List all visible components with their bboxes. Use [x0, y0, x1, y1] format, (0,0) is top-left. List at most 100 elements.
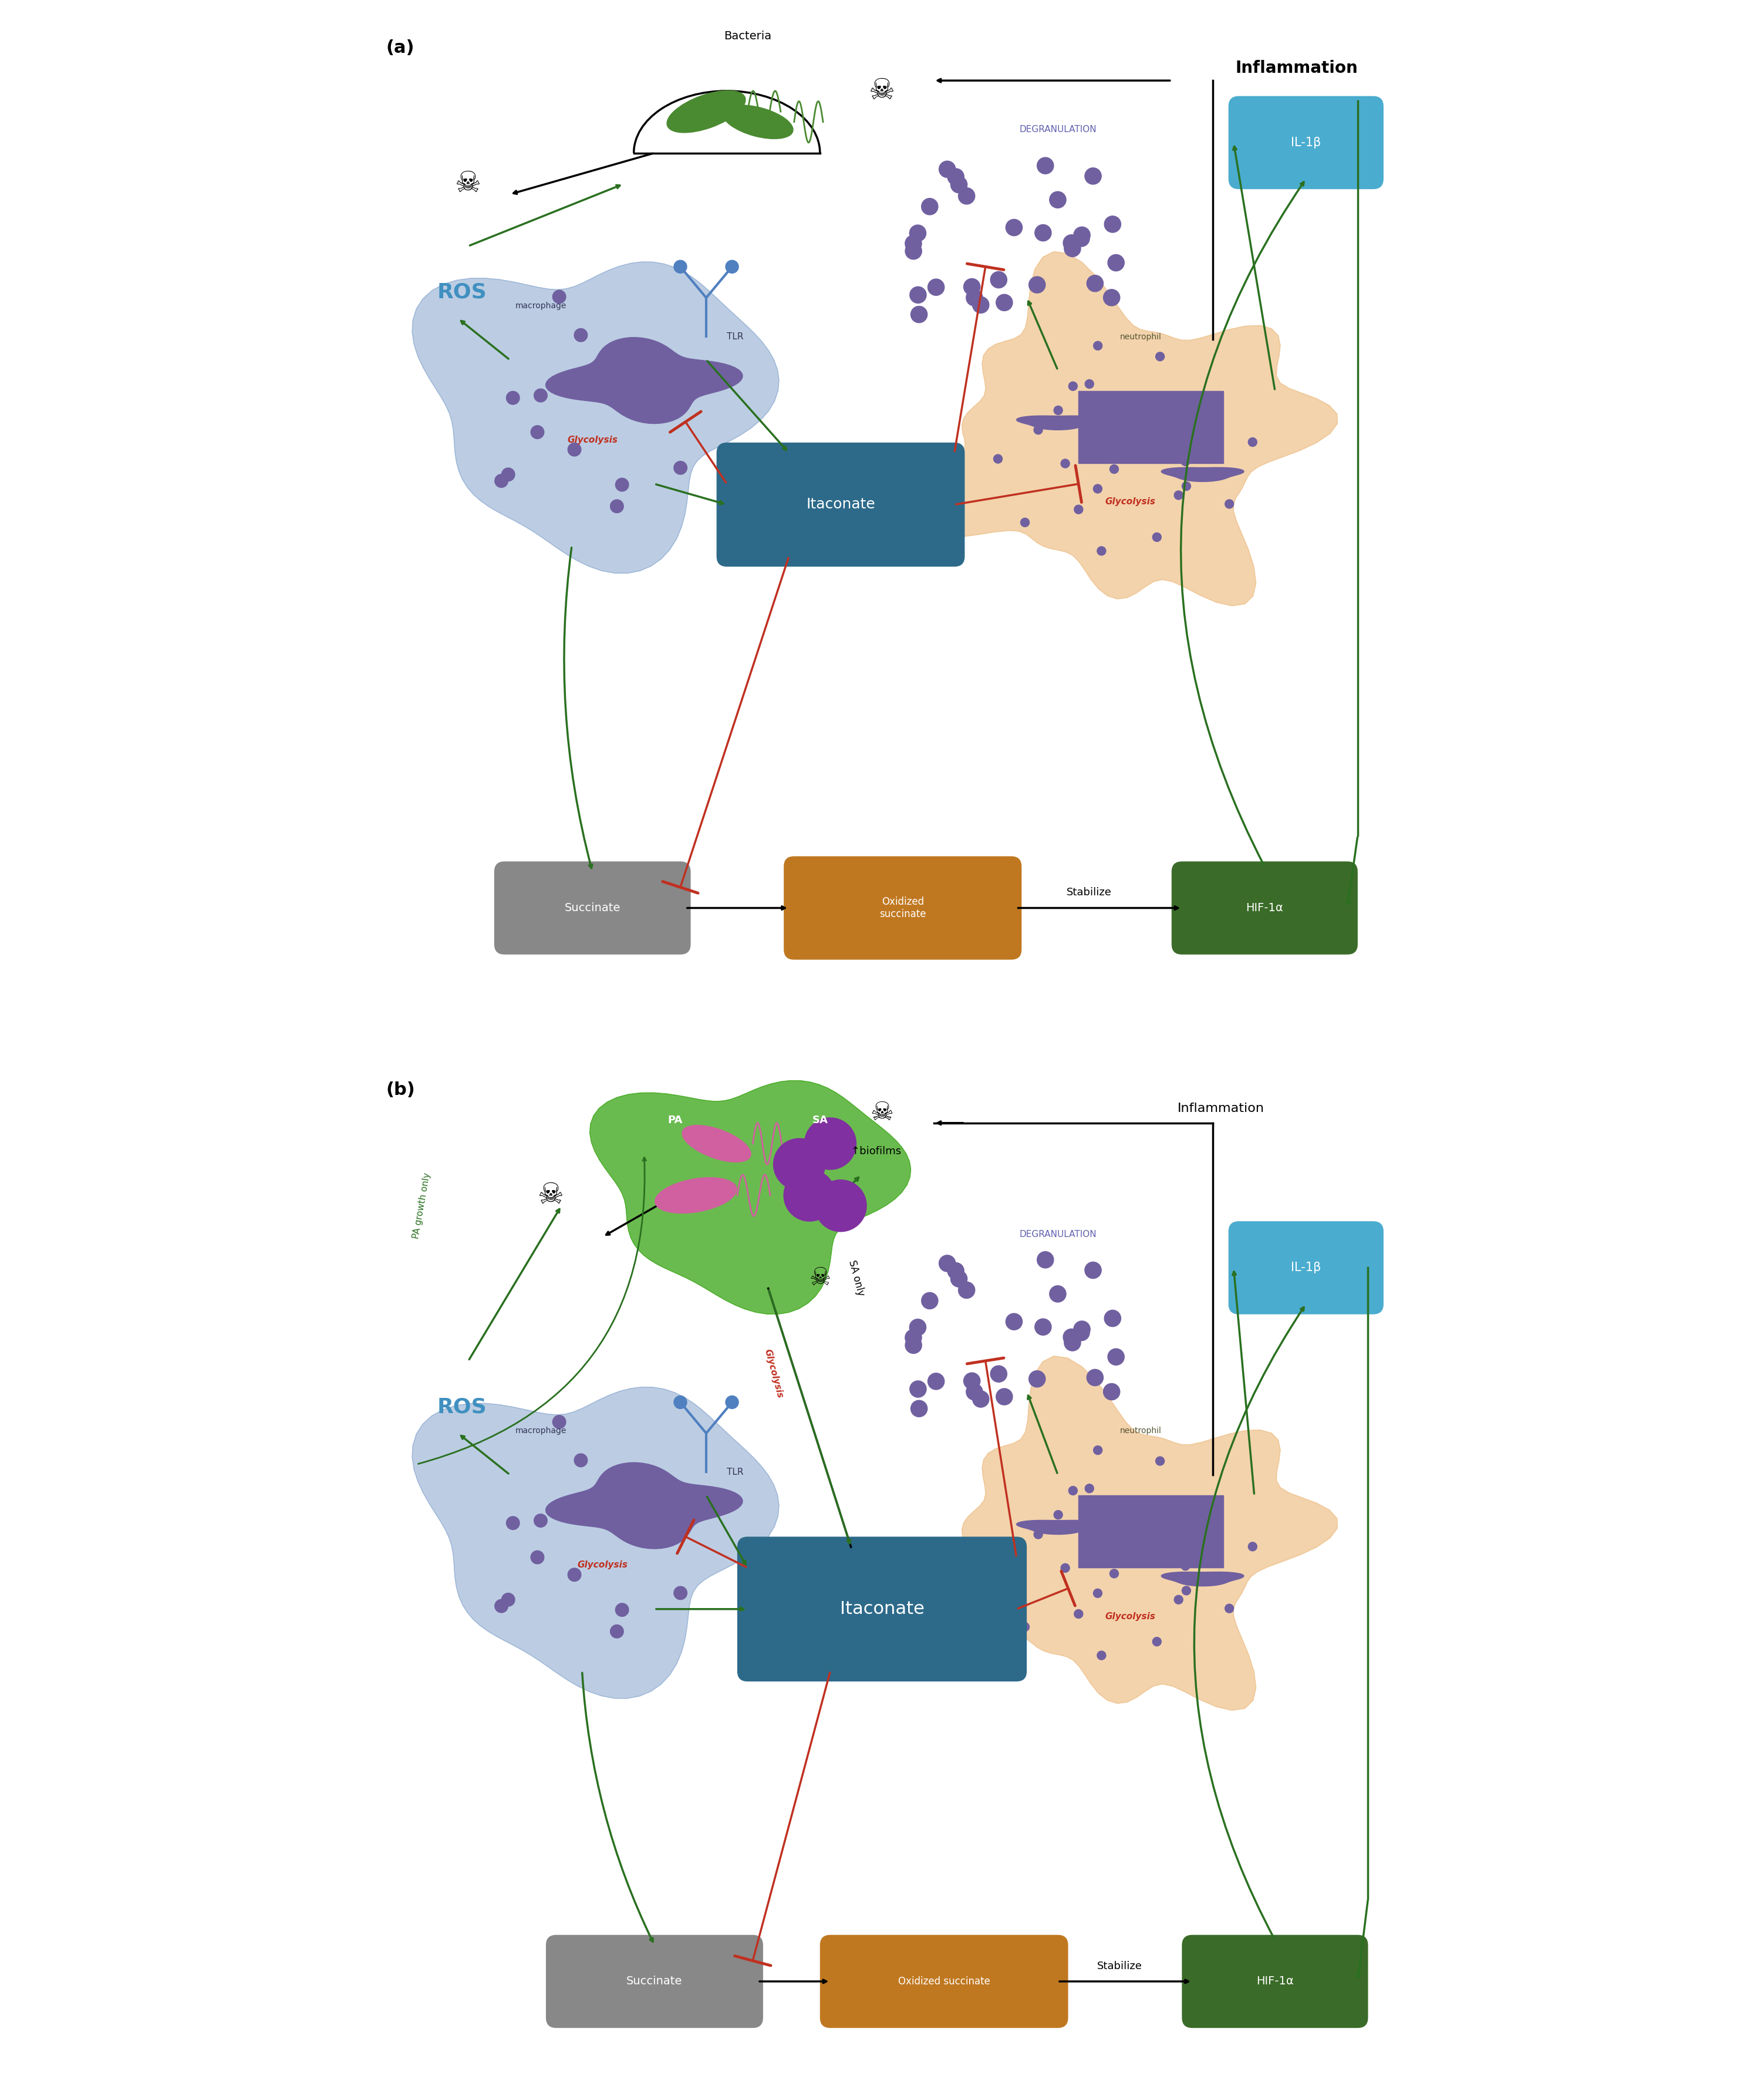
- Circle shape: [1094, 341, 1102, 350]
- FancyBboxPatch shape: [1182, 1934, 1369, 2028]
- Circle shape: [1110, 465, 1118, 473]
- Circle shape: [647, 1496, 660, 1511]
- Circle shape: [1108, 1348, 1124, 1365]
- Circle shape: [1122, 410, 1131, 419]
- Circle shape: [552, 291, 566, 303]
- Text: macrophage: macrophage: [515, 1427, 566, 1436]
- Circle shape: [616, 1603, 628, 1616]
- Circle shape: [1060, 458, 1069, 469]
- Text: Itaconate: Itaconate: [806, 498, 875, 511]
- Polygon shape: [413, 262, 780, 573]
- Circle shape: [1122, 1515, 1131, 1524]
- Circle shape: [1097, 546, 1106, 555]
- Circle shape: [1152, 534, 1161, 542]
- Circle shape: [928, 278, 944, 295]
- Text: HIF-1α: HIF-1α: [1256, 1976, 1293, 1986]
- Circle shape: [1085, 1262, 1101, 1279]
- Text: IL-1β: IL-1β: [1291, 136, 1321, 149]
- Circle shape: [1064, 234, 1080, 251]
- Polygon shape: [1120, 396, 1203, 410]
- Text: Glycolysis: Glycolysis: [577, 1561, 628, 1570]
- Text: neutrophil: neutrophil: [1120, 1427, 1161, 1436]
- Circle shape: [494, 475, 508, 488]
- Circle shape: [1152, 1637, 1161, 1645]
- Circle shape: [910, 224, 926, 241]
- Circle shape: [1108, 255, 1124, 270]
- Circle shape: [1060, 1563, 1069, 1572]
- Circle shape: [506, 391, 520, 404]
- Circle shape: [568, 1568, 580, 1582]
- Polygon shape: [545, 337, 743, 423]
- FancyBboxPatch shape: [545, 1934, 764, 2028]
- Text: Bacteria: Bacteria: [723, 31, 771, 42]
- Circle shape: [1094, 1446, 1102, 1455]
- Circle shape: [1249, 1543, 1258, 1551]
- Circle shape: [910, 287, 926, 303]
- Circle shape: [921, 199, 938, 216]
- Circle shape: [1064, 1329, 1080, 1346]
- Text: IL-1β: IL-1β: [1291, 1262, 1321, 1275]
- Circle shape: [674, 260, 686, 274]
- Text: Inflammation: Inflammation: [1235, 61, 1358, 75]
- Circle shape: [1182, 1561, 1191, 1570]
- Circle shape: [1104, 1310, 1120, 1327]
- Circle shape: [993, 1559, 1002, 1568]
- Circle shape: [967, 289, 983, 306]
- Circle shape: [552, 1415, 566, 1430]
- Circle shape: [610, 500, 623, 513]
- Polygon shape: [545, 1463, 743, 1549]
- Circle shape: [1069, 1486, 1078, 1494]
- Circle shape: [1087, 274, 1102, 291]
- Circle shape: [1064, 1335, 1081, 1350]
- Circle shape: [1224, 500, 1233, 509]
- Circle shape: [905, 234, 921, 251]
- Circle shape: [674, 460, 686, 475]
- Circle shape: [725, 260, 739, 274]
- Circle shape: [958, 188, 975, 205]
- Text: ☠: ☠: [538, 1180, 564, 1210]
- Circle shape: [647, 373, 660, 385]
- Text: DEGRANULATION: DEGRANULATION: [1020, 1231, 1097, 1239]
- Circle shape: [938, 161, 956, 178]
- Circle shape: [1182, 456, 1191, 467]
- FancyBboxPatch shape: [1171, 862, 1358, 954]
- Circle shape: [575, 1455, 587, 1467]
- Circle shape: [1104, 216, 1120, 232]
- Circle shape: [1087, 1369, 1102, 1386]
- Text: (a): (a): [386, 40, 415, 57]
- Circle shape: [1005, 220, 1023, 237]
- Circle shape: [1037, 1252, 1053, 1268]
- Ellipse shape: [654, 1178, 737, 1214]
- Text: ROS: ROS: [437, 1396, 487, 1417]
- Circle shape: [674, 1586, 686, 1599]
- Circle shape: [972, 1390, 990, 1406]
- Circle shape: [612, 1471, 626, 1484]
- Circle shape: [1102, 1383, 1120, 1400]
- Circle shape: [1021, 1622, 1030, 1630]
- Circle shape: [910, 1381, 926, 1398]
- Circle shape: [773, 1139, 826, 1191]
- Circle shape: [1053, 406, 1062, 414]
- Circle shape: [506, 1517, 520, 1530]
- Circle shape: [910, 1400, 928, 1417]
- Circle shape: [534, 389, 547, 402]
- Circle shape: [1175, 1595, 1184, 1603]
- Circle shape: [951, 1270, 967, 1287]
- Circle shape: [1028, 1371, 1046, 1388]
- Circle shape: [997, 1388, 1013, 1404]
- Circle shape: [501, 469, 515, 481]
- Circle shape: [1085, 167, 1101, 184]
- Circle shape: [501, 1593, 515, 1605]
- Circle shape: [1074, 1610, 1083, 1618]
- Text: Succinate: Succinate: [626, 1976, 683, 1986]
- Circle shape: [990, 1365, 1007, 1381]
- Circle shape: [1182, 1515, 1191, 1524]
- Circle shape: [531, 1551, 543, 1563]
- Circle shape: [1074, 1321, 1090, 1337]
- Text: PA: PA: [669, 1116, 683, 1126]
- Text: HIF-1α: HIF-1α: [1245, 902, 1284, 913]
- FancyBboxPatch shape: [820, 1934, 1069, 2028]
- Circle shape: [1074, 226, 1090, 243]
- Circle shape: [531, 425, 543, 440]
- Circle shape: [910, 1319, 926, 1335]
